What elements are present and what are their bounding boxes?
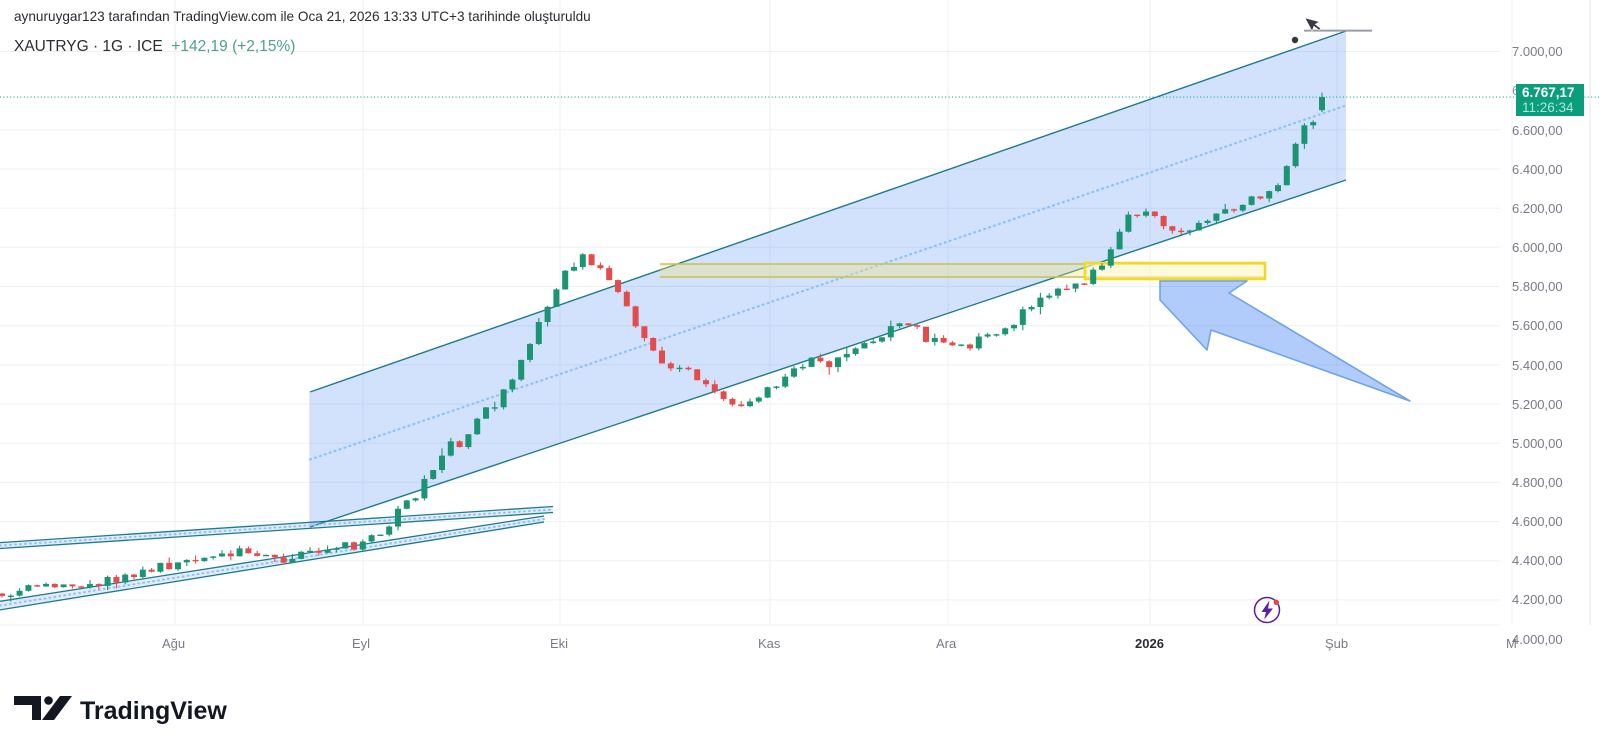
svg-text:TradingView: TradingView <box>80 697 227 725</box>
